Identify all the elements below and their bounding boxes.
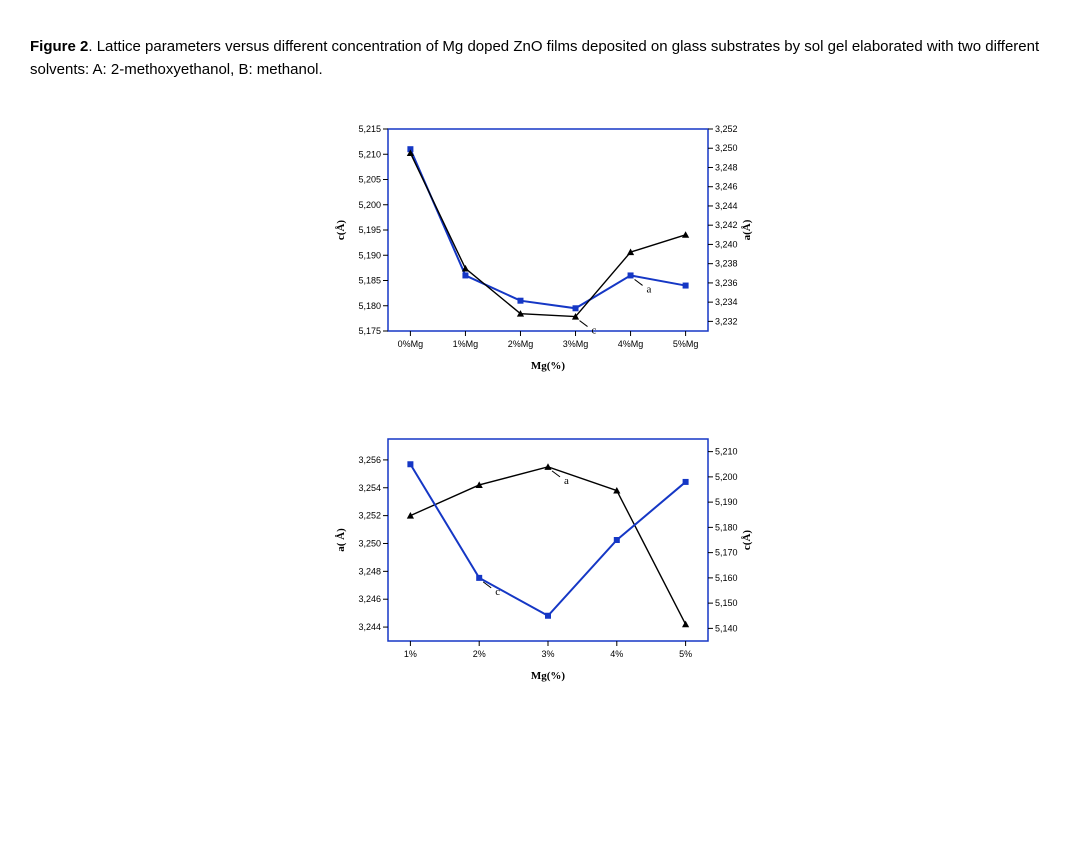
svg-text:3,246: 3,246: [358, 594, 381, 604]
svg-text:2%: 2%: [472, 649, 485, 659]
svg-text:Mg(%): Mg(%): [530, 360, 565, 372]
svg-text:c: c: [591, 324, 596, 336]
svg-text:3%: 3%: [541, 649, 554, 659]
svg-text:3,246: 3,246: [715, 181, 738, 191]
svg-text:0%Mg: 0%Mg: [397, 339, 423, 349]
svg-text:5,150: 5,150: [715, 598, 738, 608]
svg-text:5,200: 5,200: [715, 471, 738, 481]
svg-text:5,205: 5,205: [358, 174, 381, 184]
svg-text:5,210: 5,210: [358, 149, 381, 159]
svg-text:a: a: [564, 474, 569, 486]
svg-text:5,190: 5,190: [715, 497, 738, 507]
svg-text:3,244: 3,244: [715, 200, 738, 210]
svg-text:5,175: 5,175: [358, 326, 381, 336]
svg-text:5,185: 5,185: [358, 275, 381, 285]
svg-text:3,244: 3,244: [358, 622, 381, 632]
svg-text:1%: 1%: [403, 649, 416, 659]
svg-text:3,254: 3,254: [358, 482, 381, 492]
chart-b: 3,244 3,246 3,248 3,250 3,252 3,254 3,256 5,140…: [330, 427, 760, 687]
svg-text:a( Å): a( Å): [335, 527, 347, 551]
svg-text:c: c: [495, 585, 500, 597]
svg-text:3,248: 3,248: [715, 162, 738, 172]
svg-text:3,238: 3,238: [715, 258, 738, 268]
svg-text:3,236: 3,236: [715, 277, 738, 287]
svg-text:5,140: 5,140: [715, 623, 738, 633]
svg-text:5,190: 5,190: [358, 250, 381, 260]
svg-text:3,250: 3,250: [715, 143, 738, 153]
figure-caption-text: . Lattice parameters versus different co…: [30, 38, 1039, 78]
svg-text:3,250: 3,250: [358, 538, 381, 548]
svg-text:3,234: 3,234: [715, 297, 738, 307]
chart-a: 5,175 5,180 5,185 5,190 5,195 5,200 5,205 5,210…: [330, 117, 760, 377]
svg-text:5,195: 5,195: [358, 225, 381, 235]
svg-text:3,252: 3,252: [358, 510, 381, 520]
svg-text:5,180: 5,180: [358, 300, 381, 310]
figure-label: Figure 2: [30, 38, 88, 55]
svg-text:3,232: 3,232: [715, 316, 738, 326]
svg-text:Mg(%): Mg(%): [530, 670, 565, 682]
svg-text:3,248: 3,248: [358, 566, 381, 576]
svg-text:5,210: 5,210: [715, 446, 738, 456]
svg-text:3,252: 3,252: [715, 124, 738, 134]
svg-text:5%: 5%: [679, 649, 692, 659]
svg-text:3,240: 3,240: [715, 239, 738, 249]
figure-caption: Figure 2. Lattice parameters versus diff…: [30, 35, 1059, 82]
svg-text:2%Mg: 2%Mg: [507, 339, 533, 349]
svg-text:3,256: 3,256: [358, 454, 381, 464]
svg-text:5,215: 5,215: [358, 124, 381, 134]
svg-text:1%Mg: 1%Mg: [452, 339, 478, 349]
svg-text:5,200: 5,200: [358, 199, 381, 209]
svg-text:3,242: 3,242: [715, 220, 738, 230]
svg-text:c(Å): c(Å): [335, 219, 347, 239]
svg-text:a(Å): a(Å): [741, 219, 753, 240]
svg-text:5,180: 5,180: [715, 522, 738, 532]
svg-text:5,170: 5,170: [715, 547, 738, 557]
svg-text:4%: 4%: [610, 649, 623, 659]
svg-text:4%Mg: 4%Mg: [617, 339, 643, 349]
svg-text:c(Å): c(Å): [741, 529, 753, 549]
svg-text:a: a: [646, 283, 651, 295]
svg-text:5%Mg: 5%Mg: [672, 339, 698, 349]
svg-text:3%Mg: 3%Mg: [562, 339, 588, 349]
svg-text:5,160: 5,160: [715, 572, 738, 582]
